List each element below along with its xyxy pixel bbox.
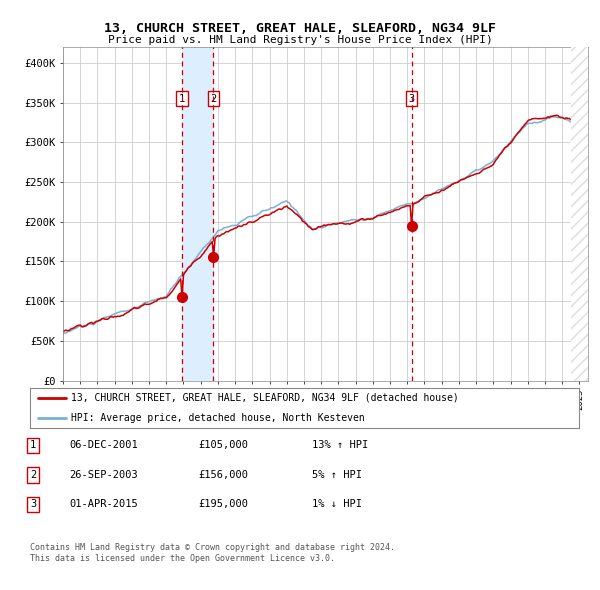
Text: 1: 1 (30, 441, 36, 450)
Text: 1% ↓ HPI: 1% ↓ HPI (312, 500, 362, 509)
Text: Price paid vs. HM Land Registry's House Price Index (HPI): Price paid vs. HM Land Registry's House … (107, 35, 493, 45)
Text: 26-SEP-2003: 26-SEP-2003 (69, 470, 138, 480)
Bar (182, 47, 213, 381)
Text: 06-DEC-2001: 06-DEC-2001 (69, 441, 138, 450)
Bar (571, 47, 600, 381)
Text: 1: 1 (179, 94, 185, 104)
Text: HPI: Average price, detached house, North Kesteven: HPI: Average price, detached house, Nort… (71, 413, 365, 422)
Text: £105,000: £105,000 (198, 441, 248, 450)
Text: Contains HM Land Registry data © Crown copyright and database right 2024.: Contains HM Land Registry data © Crown c… (30, 543, 395, 552)
Text: 13, CHURCH STREET, GREAT HALE, SLEAFORD, NG34 9LF (detached house): 13, CHURCH STREET, GREAT HALE, SLEAFORD,… (71, 393, 459, 402)
Text: 2: 2 (30, 470, 36, 480)
Text: 2: 2 (210, 94, 217, 104)
Text: 5% ↑ HPI: 5% ↑ HPI (312, 470, 362, 480)
Text: 13% ↑ HPI: 13% ↑ HPI (312, 441, 368, 450)
Text: 01-APR-2015: 01-APR-2015 (69, 500, 138, 509)
Text: 3: 3 (409, 94, 415, 104)
Text: This data is licensed under the Open Government Licence v3.0.: This data is licensed under the Open Gov… (30, 555, 335, 563)
Bar (571, 47, 600, 381)
Text: 3: 3 (30, 500, 36, 509)
Text: 13, CHURCH STREET, GREAT HALE, SLEAFORD, NG34 9LF: 13, CHURCH STREET, GREAT HALE, SLEAFORD,… (104, 22, 496, 35)
Text: £195,000: £195,000 (198, 500, 248, 509)
Text: £156,000: £156,000 (198, 470, 248, 480)
